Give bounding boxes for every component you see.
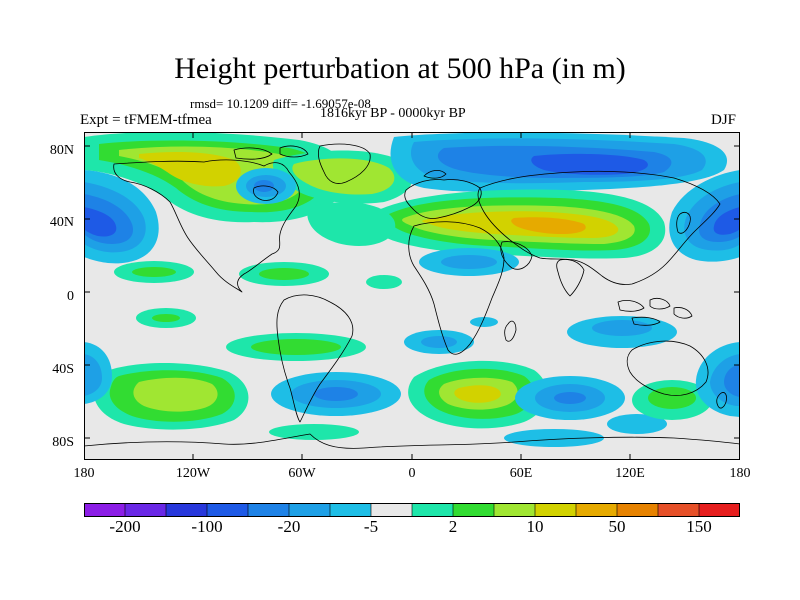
- contour-south-pacific-positive: [93, 363, 249, 430]
- lat-label-40n: 40N: [49, 215, 74, 230]
- colorbar-label-150: 150: [686, 517, 712, 536]
- colorbar-swatch-9: [452, 503, 495, 517]
- lat-label-0: 0: [67, 289, 74, 304]
- contour-greenland-positive: [272, 150, 413, 204]
- lat-label-80n: 80N: [49, 143, 74, 158]
- chart-title: Height perturbation at 500 hPa (in m): [174, 52, 626, 85]
- contour-southwest-pacific-negative: [84, 342, 740, 417]
- colorbar-swatch-1: [124, 503, 167, 517]
- rmsd-diff-stats: rmsd= 10.1209 diff= -1.69057e-08: [190, 96, 371, 111]
- colorbar-swatch-10: [493, 503, 536, 517]
- colorbar-swatch-7: [370, 503, 413, 517]
- season-label: DJF: [711, 112, 737, 128]
- lon-label-120e: 120E: [615, 466, 645, 481]
- contour-antarctic-strip: [269, 424, 604, 447]
- lon-label-60w: 60W: [288, 466, 316, 481]
- colorbar-label-2: 2: [448, 517, 458, 536]
- contour-atlantic-positive: [307, 202, 396, 246]
- contour-south-atlantic-negative: [271, 330, 474, 416]
- lon-label-60e: 60E: [509, 466, 533, 481]
- contour-north-pacific-negative-west: [84, 170, 159, 264]
- colorbar-label-neg200: -200: [109, 517, 141, 536]
- colorbar-swatch-8: [411, 503, 454, 517]
- contour-arctic-eurasia-negative: [390, 132, 728, 192]
- coastlines: [84, 143, 740, 449]
- colorbar-label-neg20: -20: [277, 517, 301, 536]
- contour-north-pacific-negative-east: [669, 170, 740, 262]
- colorbar-swatch-12: [575, 503, 618, 517]
- colorbar-label-10: 10: [526, 517, 544, 536]
- lon-label-120w: 120W: [175, 466, 211, 481]
- contour-subtropical-positive: [114, 261, 402, 328]
- colorbar-swatch-3: [206, 503, 249, 517]
- lon-label-0: 0: [408, 466, 416, 481]
- colorbar-swatch-2: [165, 503, 208, 517]
- contour-eurasia-positive: [370, 189, 666, 259]
- colorbar-swatch-4: [247, 503, 290, 517]
- contour-south-indian-negative: [515, 376, 667, 434]
- colorbar: [84, 503, 740, 517]
- colorbar-swatch-0: [84, 503, 126, 517]
- period-label: 1816kyr BP - 0000kyr BP: [320, 106, 466, 121]
- axis-ticks: [84, 132, 740, 460]
- lon-label-180w: 180: [73, 466, 95, 481]
- contour-south-indian-positive: [408, 360, 548, 429]
- colorbar-swatch-5: [288, 503, 331, 517]
- colorbar-swatch-14: [657, 503, 700, 517]
- colorbar-label-neg100: -100: [191, 517, 223, 536]
- contour-subtropical-negative: [419, 248, 677, 348]
- lat-label-80s: 80S: [52, 435, 74, 450]
- colorbar-label-neg5: -5: [363, 517, 379, 536]
- colorbar-label-50: 50: [608, 517, 626, 536]
- experiment-label: Expt = tFMEM-tfmea: [80, 112, 212, 128]
- lat-label-40s: 40S: [52, 362, 74, 377]
- colorbar-swatch-15: [698, 503, 740, 517]
- colorbar-swatch-6: [329, 503, 372, 517]
- colorbar-swatch-11: [534, 503, 577, 517]
- colorbar-swatch-13: [616, 503, 659, 517]
- contour-south-america-positive: [226, 333, 366, 361]
- lon-label-180e: 180: [729, 466, 751, 481]
- height-perturbation-map: [84, 132, 740, 460]
